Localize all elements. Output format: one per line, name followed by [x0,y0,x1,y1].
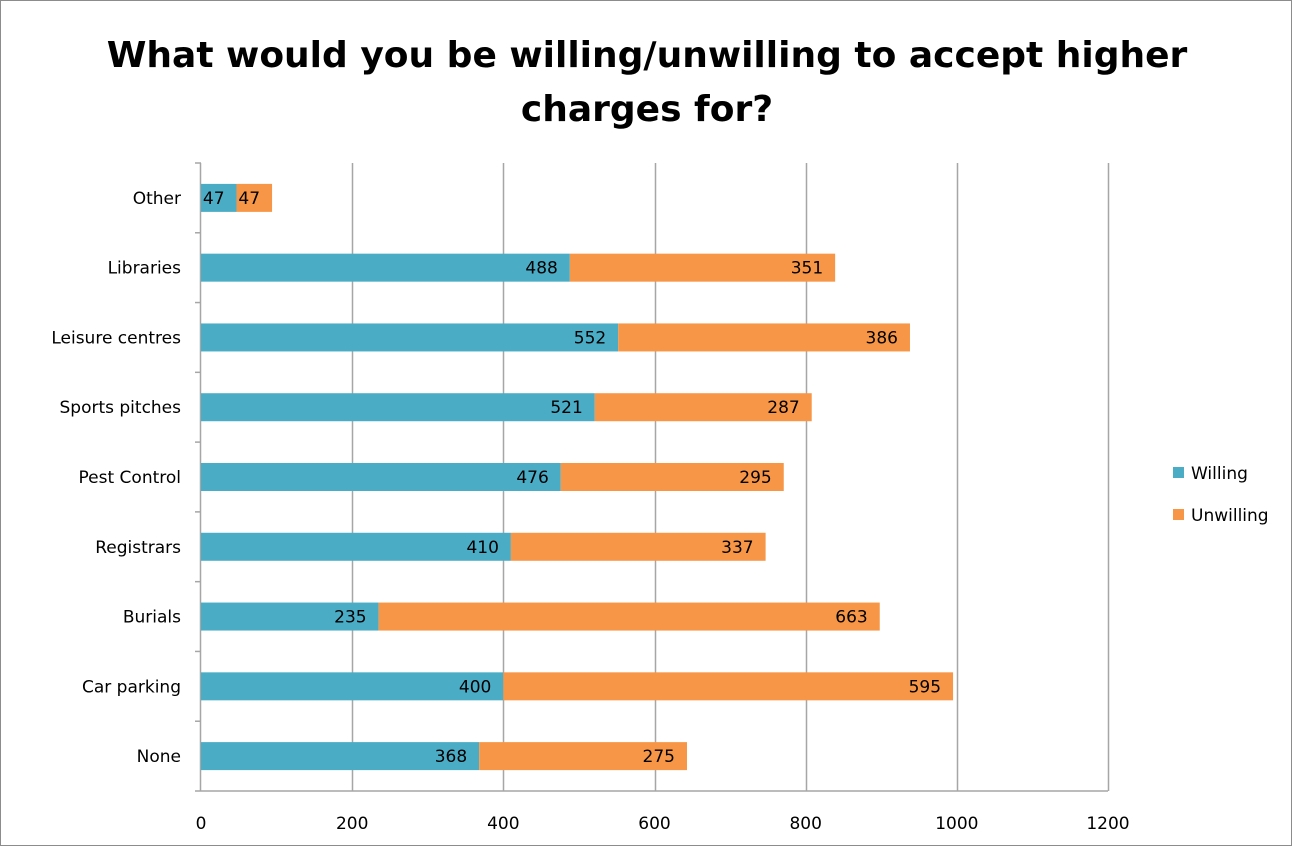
x-tick-label: 0 [196,814,207,834]
data-label-willing: 552 [574,328,606,348]
bar-willing-2 [201,323,619,352]
chart-title-line-1: What would you be willing/unwilling to a… [106,35,1188,76]
bar-unwilling-5 [510,532,766,561]
bar-unwilling-2 [618,323,910,352]
x-tick-label: 400 [487,814,519,834]
bar-willing-6 [201,602,379,631]
bar-willing-3 [201,393,595,422]
bar-unwilling-4 [560,463,784,491]
bar-unwilling-6 [378,602,880,631]
bar-unwilling-1 [569,253,836,282]
x-tick-label: 1000 [935,814,978,834]
y-category-label: Burials [123,608,181,628]
data-label-willing: 400 [459,677,491,697]
data-label-unwilling: 47 [238,189,260,209]
bar-willing-4 [201,463,561,491]
data-label-willing: 521 [550,398,582,418]
legend-label-unwilling: Unwilling [1191,506,1269,526]
data-label-willing: 235 [334,608,366,628]
y-category-label: Libraries [108,259,182,279]
chart-title: What would you be willing/unwilling to a… [1,29,1292,137]
data-label-unwilling: 295 [739,468,771,488]
data-label-unwilling: 663 [835,608,867,628]
data-label-unwilling: 595 [909,677,941,697]
data-label-unwilling: 386 [866,328,898,348]
legend-label-willing: Willing [1191,464,1248,484]
y-category-label: None [137,747,181,767]
data-label-unwilling: 351 [791,259,823,279]
legend-swatch-willing [1173,467,1184,478]
x-tick-label: 600 [638,814,670,834]
y-category-label: Other [133,189,181,209]
x-tick-label: 800 [789,814,821,834]
bar-willing-0 [201,183,237,212]
bar-unwilling-3 [594,393,812,422]
bar-willing-1 [201,253,570,282]
x-tick-label: 1200 [1086,814,1129,834]
data-label-unwilling: 287 [767,398,799,418]
bar-willing-5 [201,532,511,561]
bar-unwilling-7 [503,672,954,701]
y-category-label: Leisure centres [51,328,181,348]
bar-willing-8 [201,742,480,771]
y-category-label: Car parking [82,677,181,697]
data-label-willing: 368 [435,747,467,767]
chart-title-line-2: charges for? [520,89,774,130]
data-label-willing: 47 [203,189,225,209]
legend-swatch-unwilling [1173,509,1184,520]
y-category-label: Registrars [95,538,181,558]
y-category-label: Sports pitches [59,398,181,418]
bar-unwilling-0 [236,183,273,212]
data-label-willing: 488 [525,259,557,279]
x-tick-label: 200 [336,814,368,834]
data-label-unwilling: 275 [643,747,675,767]
data-label-unwilling: 337 [721,538,753,558]
data-label-willing: 410 [466,538,498,558]
bar-willing-7 [201,672,504,701]
bar-unwilling-8 [479,742,688,771]
y-category-label: Pest Control [79,468,181,488]
data-label-willing: 476 [516,468,548,488]
